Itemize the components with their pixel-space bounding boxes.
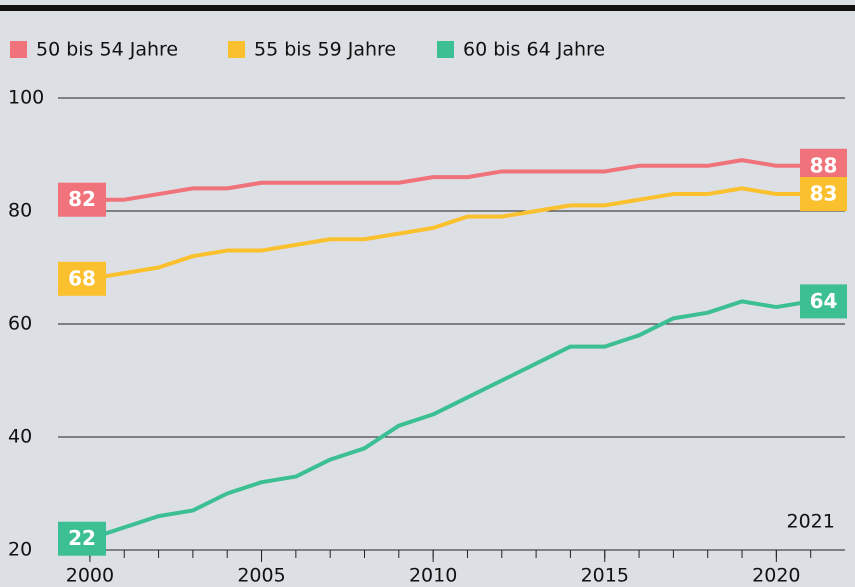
line bbox=[89, 299, 812, 541]
y-tick-label: 80 bbox=[8, 200, 32, 222]
line bbox=[89, 186, 811, 281]
x-tick-label: 2005 bbox=[237, 565, 285, 587]
x-tick-label: 2000 bbox=[66, 565, 114, 587]
value-label: 83 bbox=[810, 182, 838, 206]
value-label: 68 bbox=[68, 266, 96, 290]
value-label: 64 bbox=[810, 289, 838, 313]
value-label-box bbox=[58, 521, 106, 556]
value-label-box bbox=[58, 182, 106, 217]
legend-label: 50 bis 54 Jahre bbox=[36, 39, 178, 61]
legend-label: 60 bis 64 Jahre bbox=[463, 39, 605, 61]
y-tick-label: 100 bbox=[8, 87, 44, 109]
line bbox=[89, 158, 811, 202]
x-tick-label: 2020 bbox=[752, 565, 800, 587]
x-tick-label: 2015 bbox=[581, 565, 629, 587]
top-rule bbox=[0, 5, 855, 11]
value-label: 88 bbox=[810, 153, 838, 177]
value-label: 22 bbox=[68, 526, 96, 550]
value-label: 82 bbox=[68, 187, 96, 211]
value-label-box bbox=[58, 261, 106, 296]
legend-swatch bbox=[228, 41, 245, 58]
annotation: 2021 bbox=[786, 511, 834, 533]
legend-swatch bbox=[437, 41, 454, 58]
y-tick-label: 20 bbox=[8, 539, 32, 561]
value-label-box bbox=[800, 177, 847, 212]
legend-swatch bbox=[10, 41, 27, 58]
value-label-box bbox=[800, 284, 847, 319]
y-tick-label: 60 bbox=[8, 313, 32, 335]
x-tick-label: 2010 bbox=[409, 565, 457, 587]
legend-label: 55 bis 59 Jahre bbox=[254, 39, 396, 61]
y-tick-label: 40 bbox=[8, 426, 32, 448]
